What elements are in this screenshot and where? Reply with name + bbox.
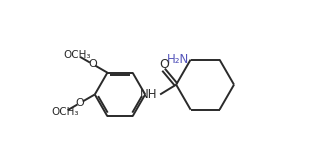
Text: O: O [75,98,84,108]
Text: OCH₃: OCH₃ [64,50,91,60]
Text: O: O [159,58,169,71]
Text: NH: NH [140,88,157,101]
Text: OCH₃: OCH₃ [51,107,78,117]
Text: O: O [88,59,97,69]
Text: H₂N: H₂N [167,53,189,66]
